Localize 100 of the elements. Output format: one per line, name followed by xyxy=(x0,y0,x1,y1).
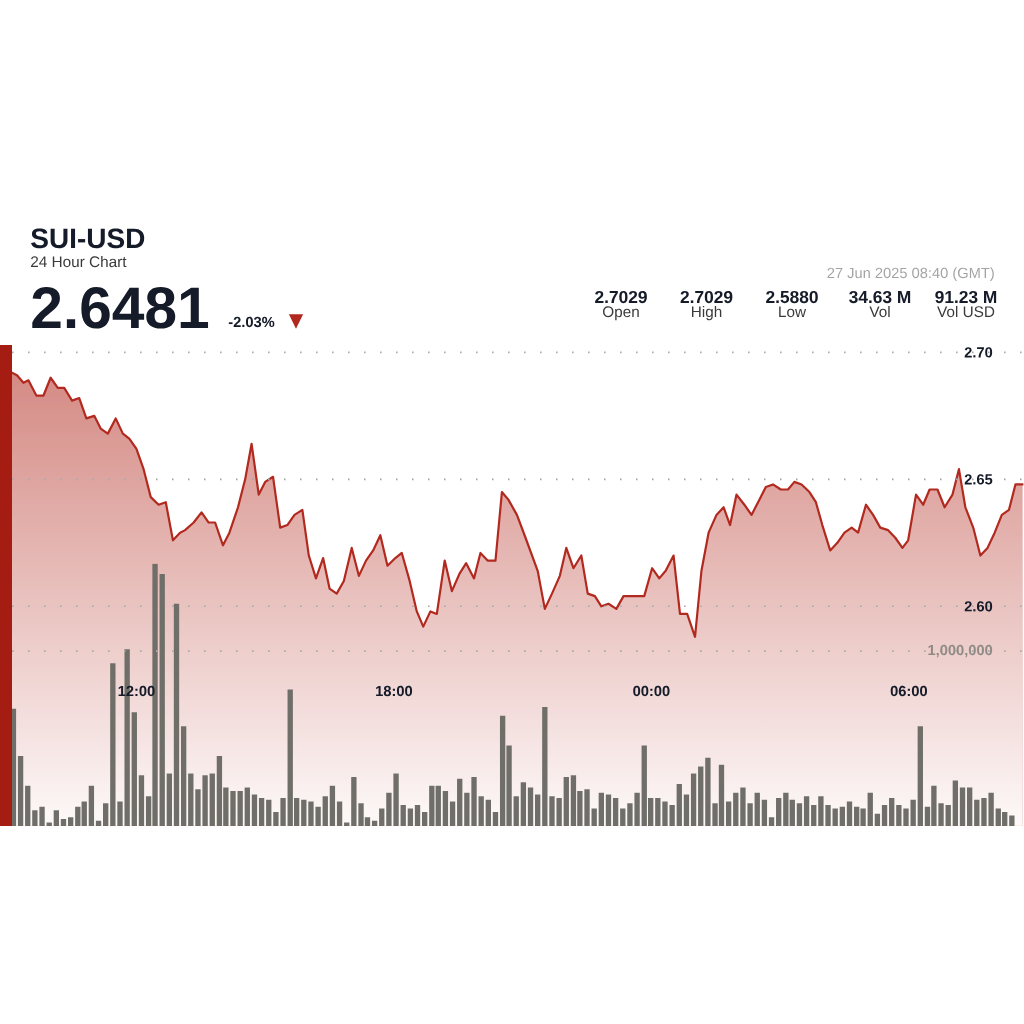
bar xyxy=(379,808,385,826)
text: Vol xyxy=(869,305,890,318)
bar xyxy=(435,785,441,826)
x-tick-label: 18:00 xyxy=(376,685,413,697)
bar xyxy=(655,798,661,826)
bar xyxy=(768,817,775,826)
bar xyxy=(103,803,109,826)
bar xyxy=(25,785,31,826)
bar xyxy=(612,798,619,826)
bar xyxy=(407,808,414,826)
bar xyxy=(336,801,343,826)
bar xyxy=(874,813,881,826)
bar xyxy=(620,808,626,826)
bar xyxy=(209,773,215,826)
bar xyxy=(251,794,258,826)
bar xyxy=(75,806,81,826)
bar xyxy=(301,799,307,826)
bar xyxy=(683,794,690,826)
bar xyxy=(266,799,272,826)
bar xyxy=(400,805,406,826)
bar xyxy=(542,707,548,826)
bar xyxy=(959,787,966,826)
text: 2.6481 xyxy=(32,287,209,329)
bar xyxy=(966,787,973,826)
bar xyxy=(754,792,760,826)
bar xyxy=(733,792,739,826)
chart-title: SUI-USD xyxy=(31,228,145,249)
bar xyxy=(846,801,853,826)
bar xyxy=(442,791,449,826)
bar xyxy=(67,817,74,826)
bar xyxy=(974,799,980,826)
y-tick-label: 2.70 xyxy=(964,347,993,358)
bar xyxy=(60,819,67,826)
bar xyxy=(563,777,569,826)
x-tick-label: 00:00 xyxy=(633,685,670,697)
bar xyxy=(832,808,838,826)
x-tick-label: 06:00 xyxy=(890,685,928,697)
bar xyxy=(839,806,846,826)
bar xyxy=(867,792,873,826)
bar xyxy=(881,805,888,826)
chart-subtitle: 24 Hour Chart xyxy=(31,255,127,268)
bar xyxy=(492,812,499,826)
bar xyxy=(138,775,145,826)
bar xyxy=(449,801,456,826)
text: Low xyxy=(779,306,807,318)
bar xyxy=(917,726,923,826)
text: 2.7029 xyxy=(680,290,733,304)
text: Vol USD xyxy=(937,305,995,318)
bar xyxy=(81,801,87,826)
text: 2.5880 xyxy=(766,290,818,304)
y2-tick-label: 1,000,000 xyxy=(928,644,993,658)
bar xyxy=(329,785,336,826)
bar xyxy=(776,798,782,826)
bar xyxy=(159,574,165,826)
bar xyxy=(485,799,491,826)
text: 27 Jun 2025 08:40 (GMT) xyxy=(827,267,994,282)
bar xyxy=(429,785,435,826)
bar xyxy=(698,766,704,826)
bar xyxy=(180,726,187,826)
text: -2.03% xyxy=(228,316,275,328)
bar xyxy=(889,798,895,826)
bar xyxy=(166,773,173,826)
bar xyxy=(131,712,137,826)
bar xyxy=(803,796,810,826)
bar xyxy=(414,805,421,826)
bar xyxy=(457,778,463,826)
bar xyxy=(12,708,17,826)
bar xyxy=(88,785,95,826)
text: Open xyxy=(602,306,639,321)
y-tick-label: 2.60 xyxy=(964,601,993,612)
bar xyxy=(527,787,534,826)
text: ▼ xyxy=(288,314,304,329)
bar xyxy=(422,812,428,826)
bar xyxy=(53,810,60,826)
bar xyxy=(173,603,180,826)
text: 2.7029 xyxy=(595,290,647,304)
bar xyxy=(676,784,682,826)
bar xyxy=(725,801,732,826)
bar xyxy=(952,780,959,826)
text: High xyxy=(692,305,722,321)
bar xyxy=(796,803,803,826)
bar xyxy=(244,787,250,826)
bar xyxy=(811,805,817,826)
bar xyxy=(322,796,328,826)
bar xyxy=(945,805,951,826)
bar xyxy=(513,796,519,826)
bar xyxy=(761,799,768,826)
bar xyxy=(690,773,697,826)
bar xyxy=(258,798,265,826)
bar xyxy=(598,792,604,826)
bar xyxy=(17,756,24,826)
text: 91.23 M xyxy=(935,290,997,304)
bar xyxy=(188,773,194,826)
y-tick-label: 2.65 xyxy=(964,474,993,485)
bar xyxy=(605,794,612,826)
bar xyxy=(591,808,597,826)
bar xyxy=(478,796,484,826)
text: 34.63 M xyxy=(849,290,911,304)
bar xyxy=(1009,815,1015,826)
bar xyxy=(520,782,527,826)
